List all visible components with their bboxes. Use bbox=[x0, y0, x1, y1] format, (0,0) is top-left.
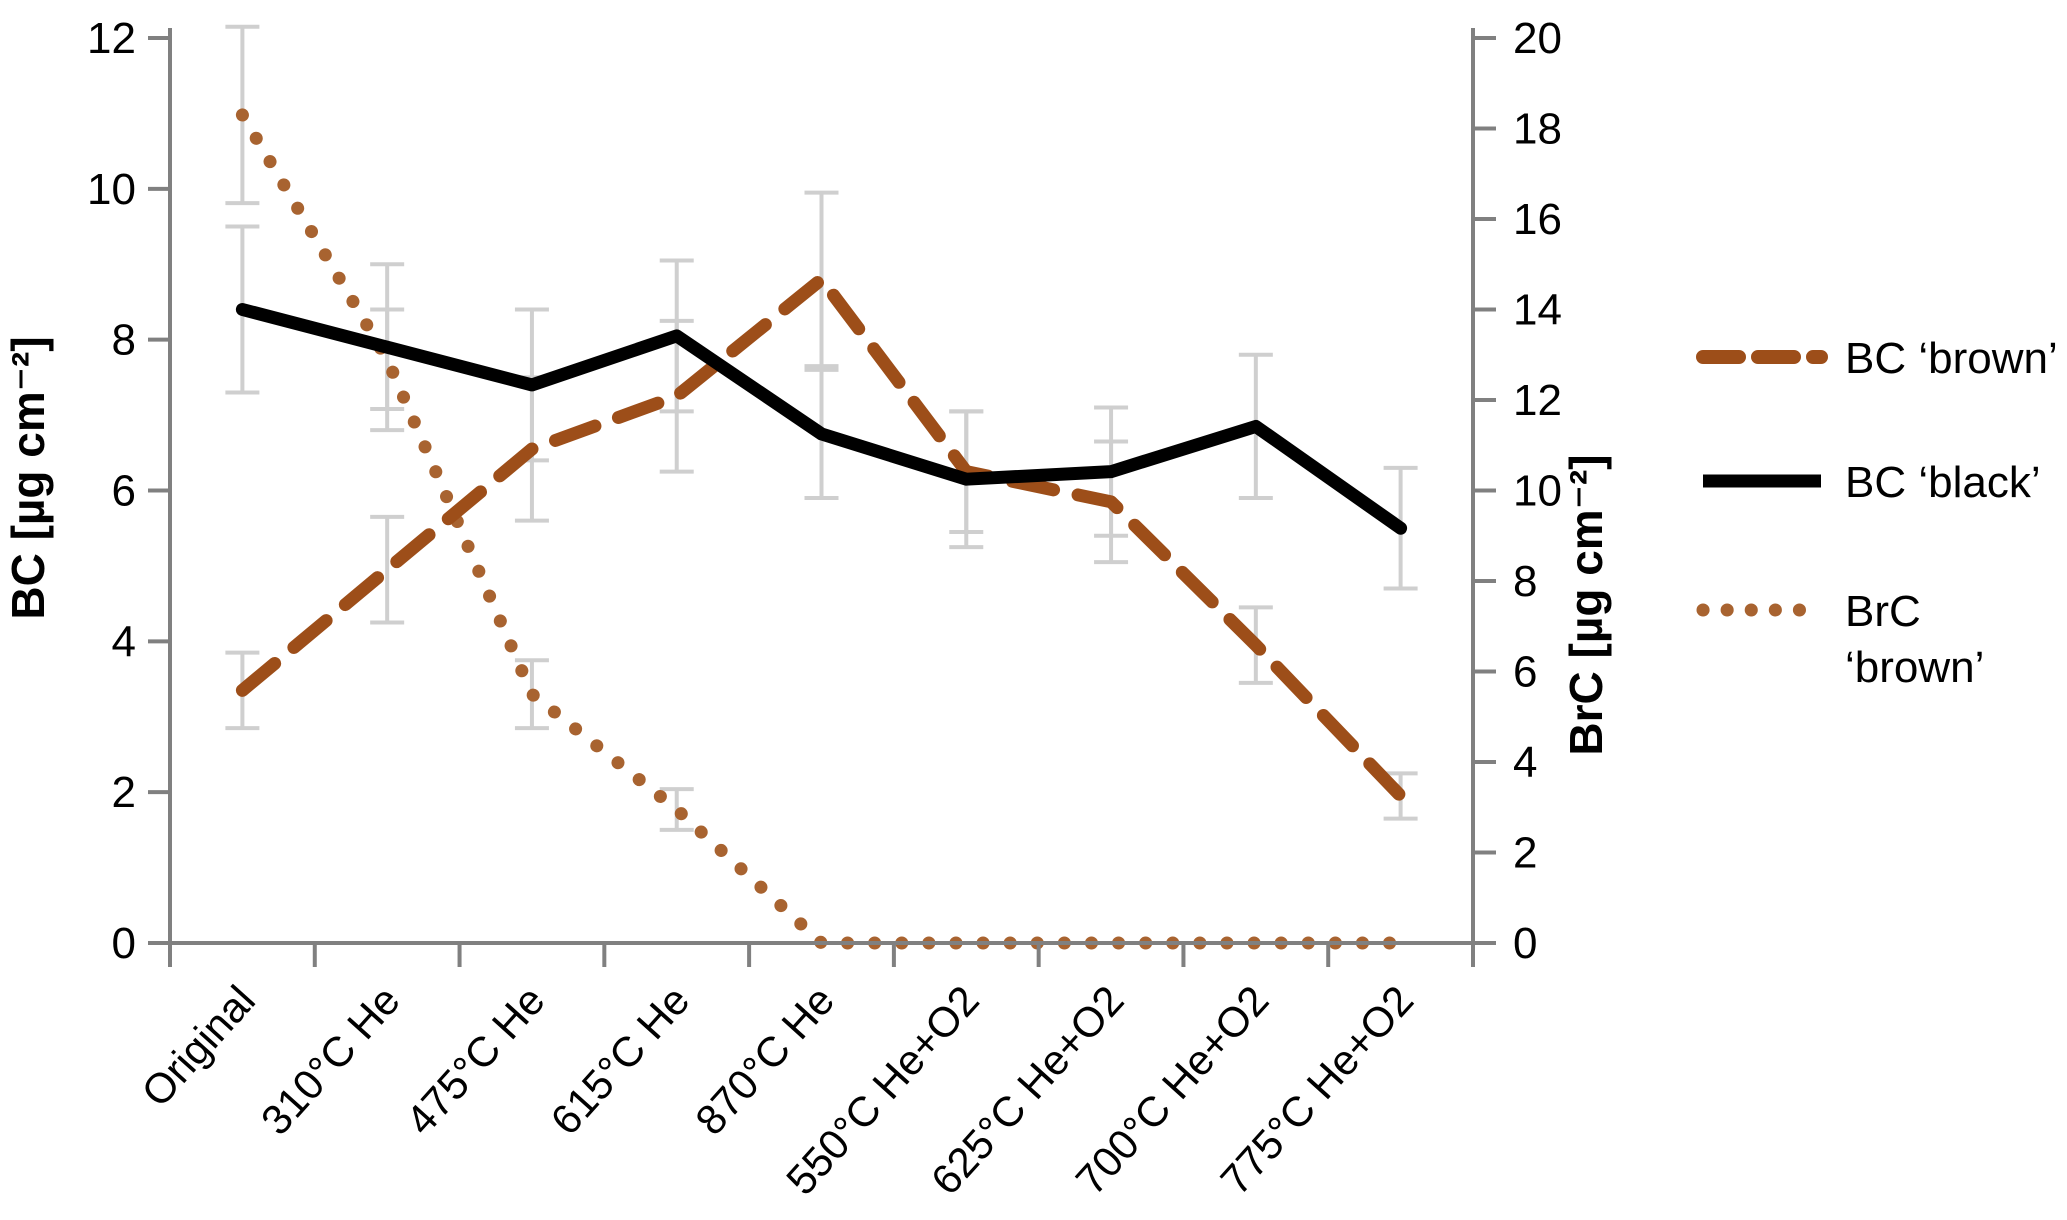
right-tick-label: 16 bbox=[1513, 195, 1562, 244]
right-tick-label: 20 bbox=[1513, 14, 1562, 63]
right-tick-label: 14 bbox=[1513, 286, 1562, 335]
right-tick-label: 10 bbox=[1513, 467, 1562, 516]
right-tick-label: 18 bbox=[1513, 105, 1562, 154]
x-axis-ticks bbox=[168, 943, 1475, 967]
error-bar bbox=[370, 514, 405, 625]
legend: BC ‘brown’ BC ‘black’ BrC ‘brown’ bbox=[1696, 334, 2058, 692]
left-tick-label: 0 bbox=[112, 919, 136, 968]
x-category-label: 310°C He bbox=[252, 977, 409, 1144]
legend-item: BrC ‘brown’ bbox=[1696, 587, 1984, 692]
left-tick-label: 4 bbox=[112, 617, 136, 666]
left-tick-label: 12 bbox=[87, 14, 136, 63]
left-tick-label: 8 bbox=[112, 316, 136, 365]
x-category-label: 870°C He bbox=[686, 977, 843, 1144]
legend-item: BC ‘brown’ bbox=[1696, 334, 2058, 383]
legend-label: ‘brown’ bbox=[1845, 643, 1984, 692]
series-bc-black-line bbox=[235, 303, 1408, 535]
legend-label: BC ‘black’ bbox=[1845, 458, 2041, 507]
left-tick-label: 6 bbox=[112, 467, 136, 516]
right-axis-ticks: 0 2 4 6 8 10 12 14 16 18 20 bbox=[1473, 14, 1562, 968]
legend-label: BC ‘brown’ bbox=[1845, 334, 2058, 383]
right-tick-label: 2 bbox=[1513, 829, 1537, 878]
right-tick-label: 12 bbox=[1513, 376, 1562, 425]
right-tick-label: 0 bbox=[1513, 919, 1537, 968]
left-tick-label: 2 bbox=[112, 768, 136, 817]
right-tick-label: 6 bbox=[1513, 648, 1537, 697]
error-bar bbox=[370, 307, 405, 412]
left-axis-ticks: 0 2 4 6 8 10 12 bbox=[87, 14, 170, 968]
x-category-label: 615°C He bbox=[541, 977, 698, 1144]
left-tick-label: 10 bbox=[87, 165, 136, 214]
x-category-label: 475°C He bbox=[397, 977, 554, 1144]
left-axis-title: BC [µg cm⁻²] bbox=[2, 336, 54, 619]
legend-label: BrC bbox=[1845, 587, 1921, 636]
legend-item: BC ‘black’ bbox=[1703, 458, 2041, 507]
right-axis-title: BrC [µg cm⁻²] bbox=[1560, 454, 1612, 755]
right-tick-label: 8 bbox=[1513, 557, 1537, 606]
right-tick-label: 4 bbox=[1513, 738, 1537, 787]
series-bc-brown-line bbox=[235, 272, 1408, 803]
x-category-label: Original bbox=[132, 977, 264, 1116]
